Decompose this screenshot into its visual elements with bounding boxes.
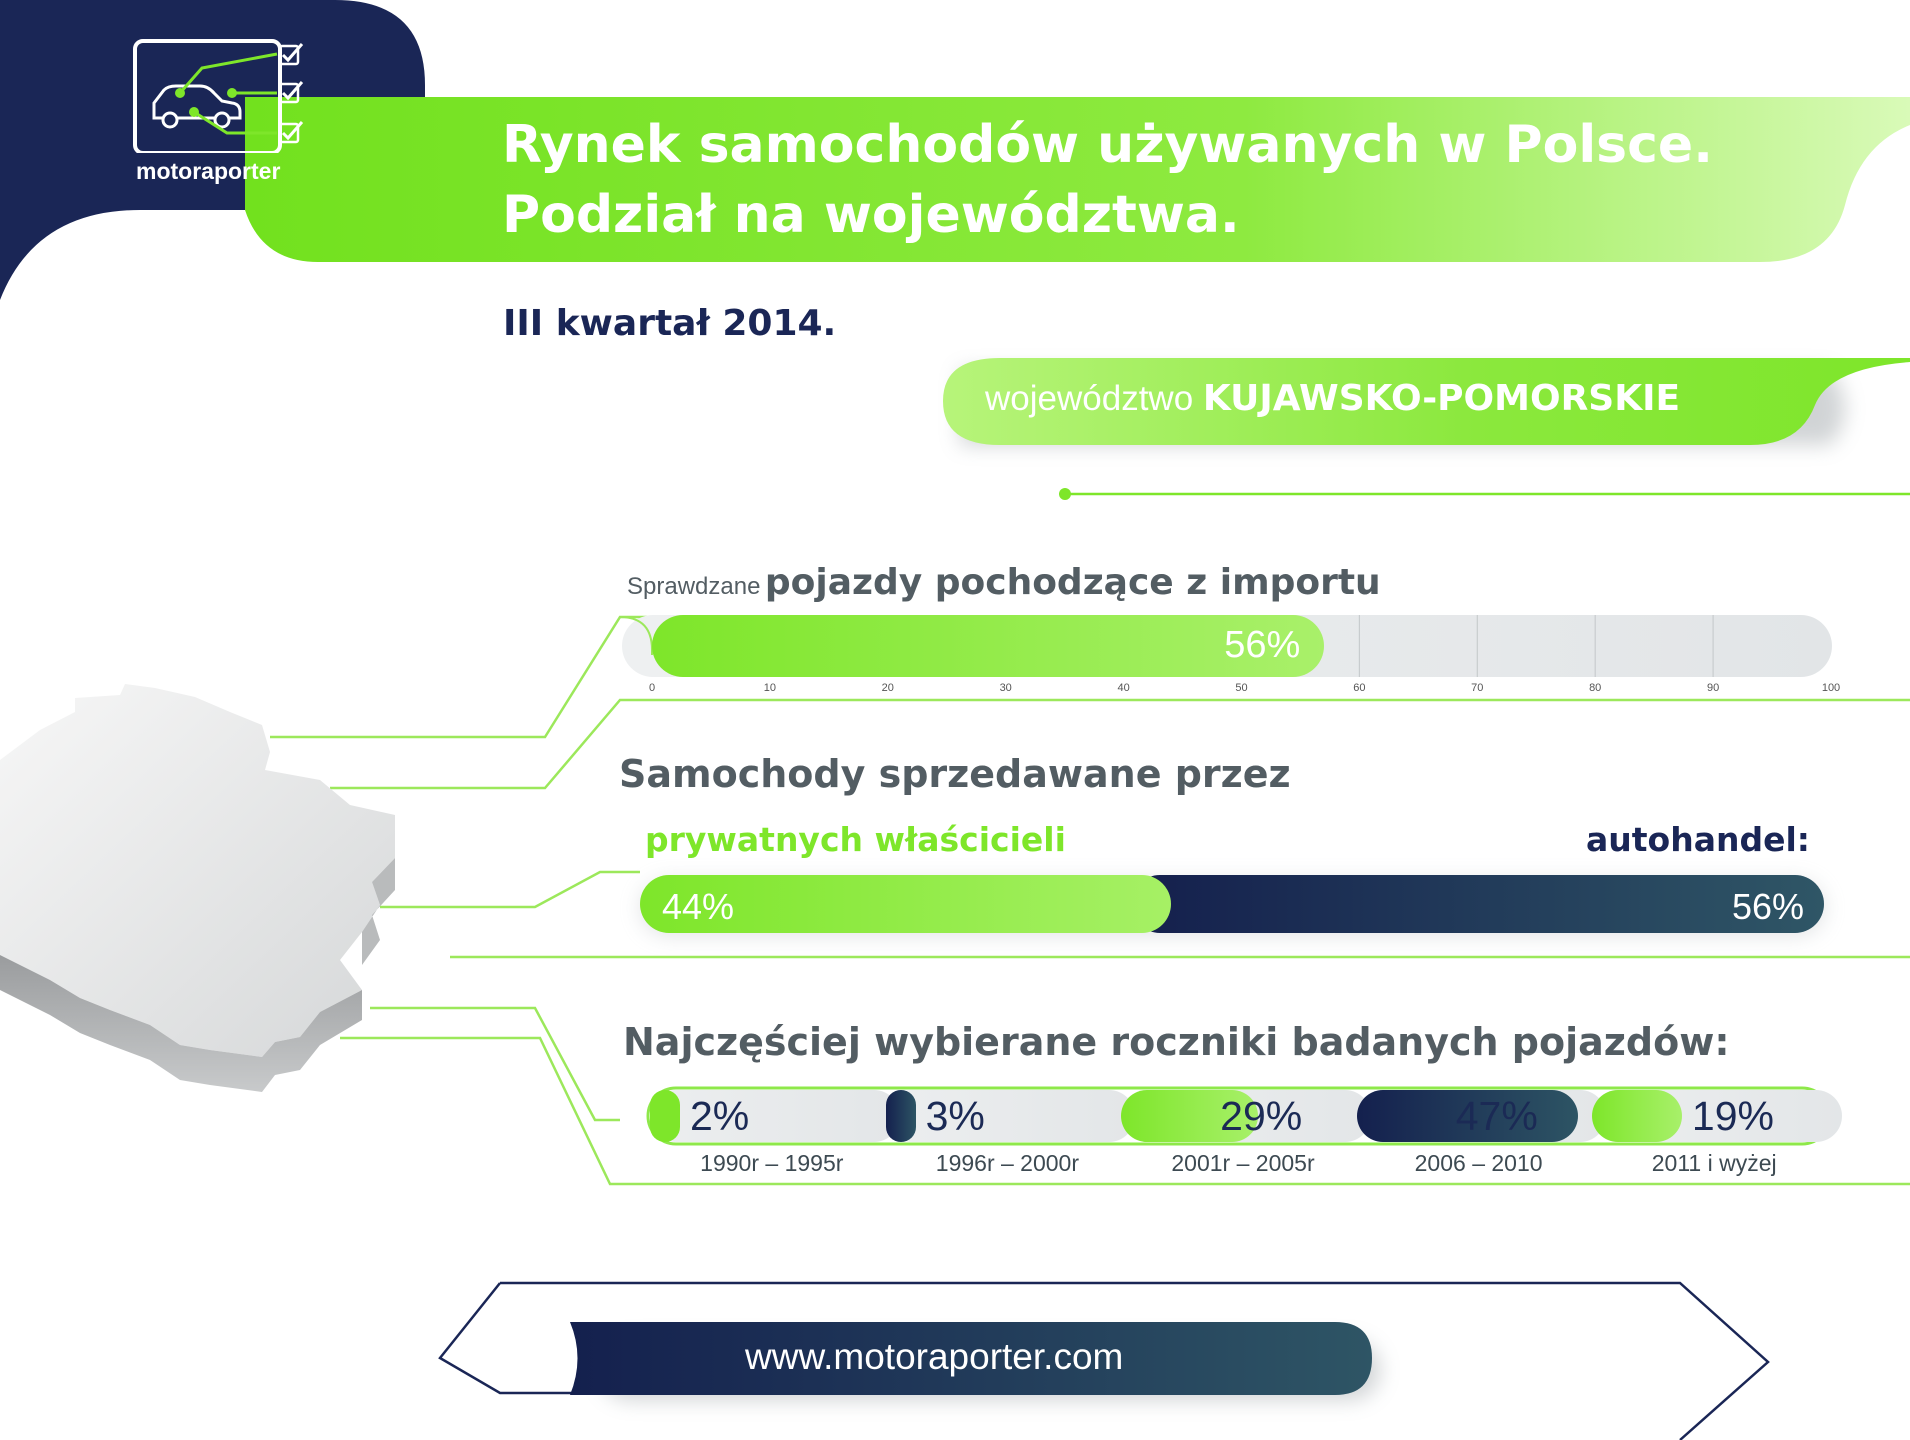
connector-years-2 — [340, 1036, 1910, 1186]
years-chart-title: Najczęściej wybierane roczniki badanych … — [623, 1020, 1730, 1064]
years-bar-4 — [1592, 1090, 1682, 1142]
footer-pill — [570, 1322, 1372, 1395]
import-title-prefix: Sprawdzane — [627, 573, 761, 600]
navy-corner — [0, 0, 425, 300]
years-value-4: 19% — [1691, 1093, 1774, 1139]
years-track-1 — [885, 1090, 1136, 1142]
years-category-2: 2001r – 2005r — [1171, 1150, 1315, 1176]
years-bar-0 — [650, 1090, 680, 1142]
title-banner — [245, 97, 1910, 262]
years-value-1: 3% — [925, 1093, 985, 1139]
region-label: województwo KUJAWSKO-POMORSKIE — [985, 378, 1680, 419]
years-value-0: 2% — [690, 1093, 750, 1139]
footer-url[interactable]: www.motoraporter.com — [745, 1336, 1124, 1377]
years-track-0 — [650, 1090, 900, 1142]
years-value-3: 47% — [1455, 1093, 1538, 1139]
import-tick-80: 80 — [1589, 682, 1602, 694]
import-chart-title: Sprawdzane pojazdy pochodzące z importu — [627, 562, 1381, 603]
sale-chart-title: Samochody sprzedawane przez — [619, 752, 1291, 796]
import-tick-10: 10 — [763, 682, 777, 694]
import-bar-accent — [619, 616, 653, 655]
region-banner — [943, 358, 1910, 445]
region-prefix: województwo — [985, 379, 1194, 418]
years-category-4: 2011 i wyżej — [1651, 1150, 1777, 1176]
years-category-0: 1990r – 1995r — [700, 1150, 844, 1176]
import-tick-0: 0 — [648, 682, 656, 694]
private-value-label: 44% — [662, 886, 735, 927]
connector-import-2 — [330, 698, 1910, 790]
footer-arrow-frame — [500, 1281, 1770, 1440]
years-category-1: 1996r – 2000r — [935, 1150, 1080, 1176]
import-value-label: 56% — [1224, 624, 1301, 666]
period-label: III kwartał 2014. — [503, 303, 837, 344]
import-tick-90: 90 — [1706, 682, 1720, 694]
connector-import-1 — [270, 615, 650, 739]
footer-arrow-left — [438, 1282, 580, 1395]
connector-years-1 — [370, 1006, 620, 1122]
region-name: KUJAWSKO-POMORSKIE — [1202, 378, 1681, 419]
import-bar-fill — [652, 615, 1325, 677]
page-title-line2: Podział na województwa. — [502, 185, 1240, 245]
brand-name: motoraporter — [136, 158, 281, 184]
years-bar-2 — [1121, 1090, 1258, 1142]
import-tick-60: 60 — [1353, 682, 1366, 694]
import-tick-70: 70 — [1471, 682, 1484, 694]
private-bar — [640, 875, 1171, 933]
import-tick-40: 40 — [1117, 682, 1130, 694]
years-category-3: 2006 – 2010 — [1414, 1150, 1543, 1176]
years-bar-3 — [1356, 1090, 1579, 1142]
private-legend: prywatnych właścicieli — [645, 820, 1066, 859]
page-title-line1: Rynek samochodów używanych w Polsce. — [502, 115, 1713, 175]
import-tick-20: 20 — [881, 682, 894, 694]
logo[interactable]: motoraporter — [132, 38, 312, 184]
car-checklist-icon — [133, 39, 304, 155]
dealer-legend: autohandel: — [1586, 820, 1810, 859]
dealer-value-label: 56% — [1731, 886, 1804, 927]
years-value-2: 29% — [1220, 1093, 1303, 1139]
dealer-bar — [1130, 875, 1824, 933]
import-tick-50: 50 — [1235, 682, 1248, 694]
connector-sale-1 — [380, 870, 640, 909]
import-tick-100: 100 — [1821, 682, 1841, 694]
import-title: pojazdy pochodzące z importu — [764, 562, 1381, 603]
region-map — [0, 684, 395, 1092]
years-bar-1 — [885, 1090, 916, 1142]
import-tick-30: 30 — [999, 682, 1012, 694]
